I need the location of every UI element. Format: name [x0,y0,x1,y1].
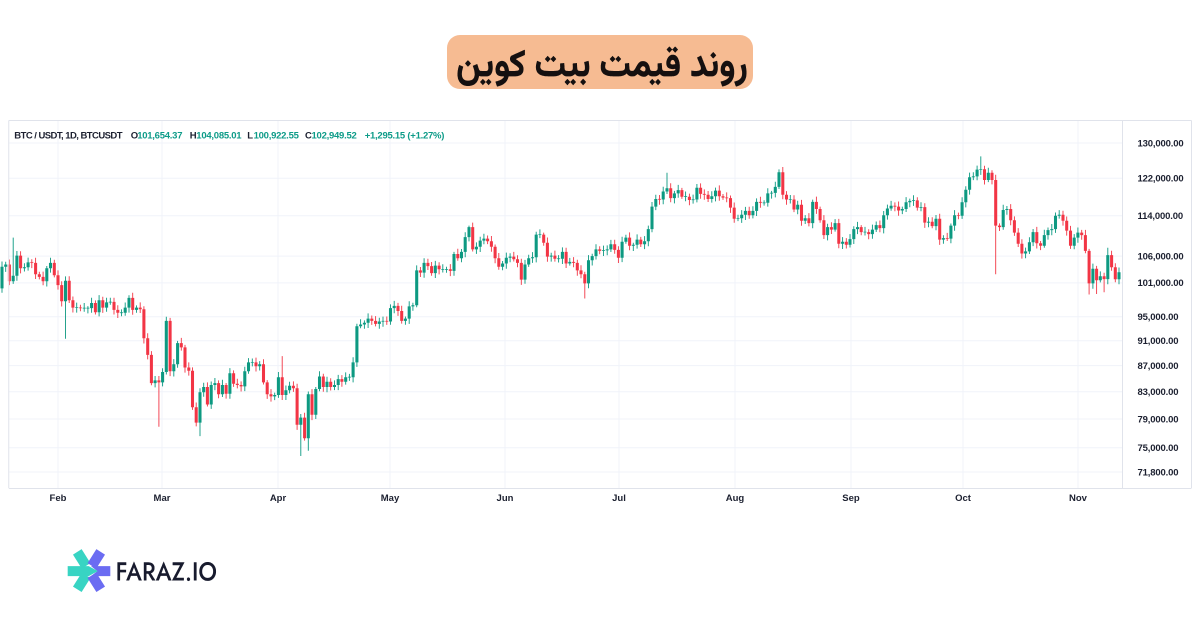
svg-text:91,000.00: 91,000.00 [1138,336,1179,347]
svg-text:May: May [381,493,400,504]
svg-text:H: H [190,131,197,142]
svg-text:BTC / USDT, 1D, BTCUSDT: BTC / USDT, 1D, BTCUSDT [14,131,122,142]
svg-text:C: C [305,131,312,142]
svg-text:Jun: Jun [497,493,514,504]
svg-text:Jul: Jul [612,493,626,504]
svg-text:79,000.00: 79,000.00 [1138,414,1179,425]
svg-text:95,000.00: 95,000.00 [1138,312,1179,323]
svg-text:L: L [247,131,253,142]
svg-text:Nov: Nov [1069,493,1088,504]
svg-text:O: O [131,131,138,142]
svg-text:+1,295.15 (+1.27%): +1,295.15 (+1.27%) [365,131,445,142]
svg-text:101,654.37: 101,654.37 [137,131,182,142]
svg-text:100,922.55: 100,922.55 [254,131,300,142]
svg-text:83,000.00: 83,000.00 [1138,387,1179,398]
svg-text:101,000.00: 101,000.00 [1138,278,1184,289]
svg-text:Sep: Sep [842,493,860,504]
svg-text:Feb: Feb [50,493,67,504]
svg-text:130,000.00: 130,000.00 [1138,138,1184,149]
svg-text:114,000.00: 114,000.00 [1138,211,1184,222]
svg-text:Mar: Mar [154,493,171,504]
svg-text:122,000.00: 122,000.00 [1138,174,1184,185]
svg-text:87,000.00: 87,000.00 [1138,361,1179,372]
svg-text:71,800.00: 71,800.00 [1138,467,1179,478]
svg-text:102,949.52: 102,949.52 [312,131,357,142]
svg-text:106,000.00: 106,000.00 [1138,251,1184,262]
svg-text:Oct: Oct [955,493,972,504]
svg-text:75,000.00: 75,000.00 [1138,443,1179,454]
svg-text:104,085.01: 104,085.01 [196,131,242,142]
svg-text:Aug: Aug [726,493,745,504]
svg-text:Apr: Apr [270,493,287,504]
